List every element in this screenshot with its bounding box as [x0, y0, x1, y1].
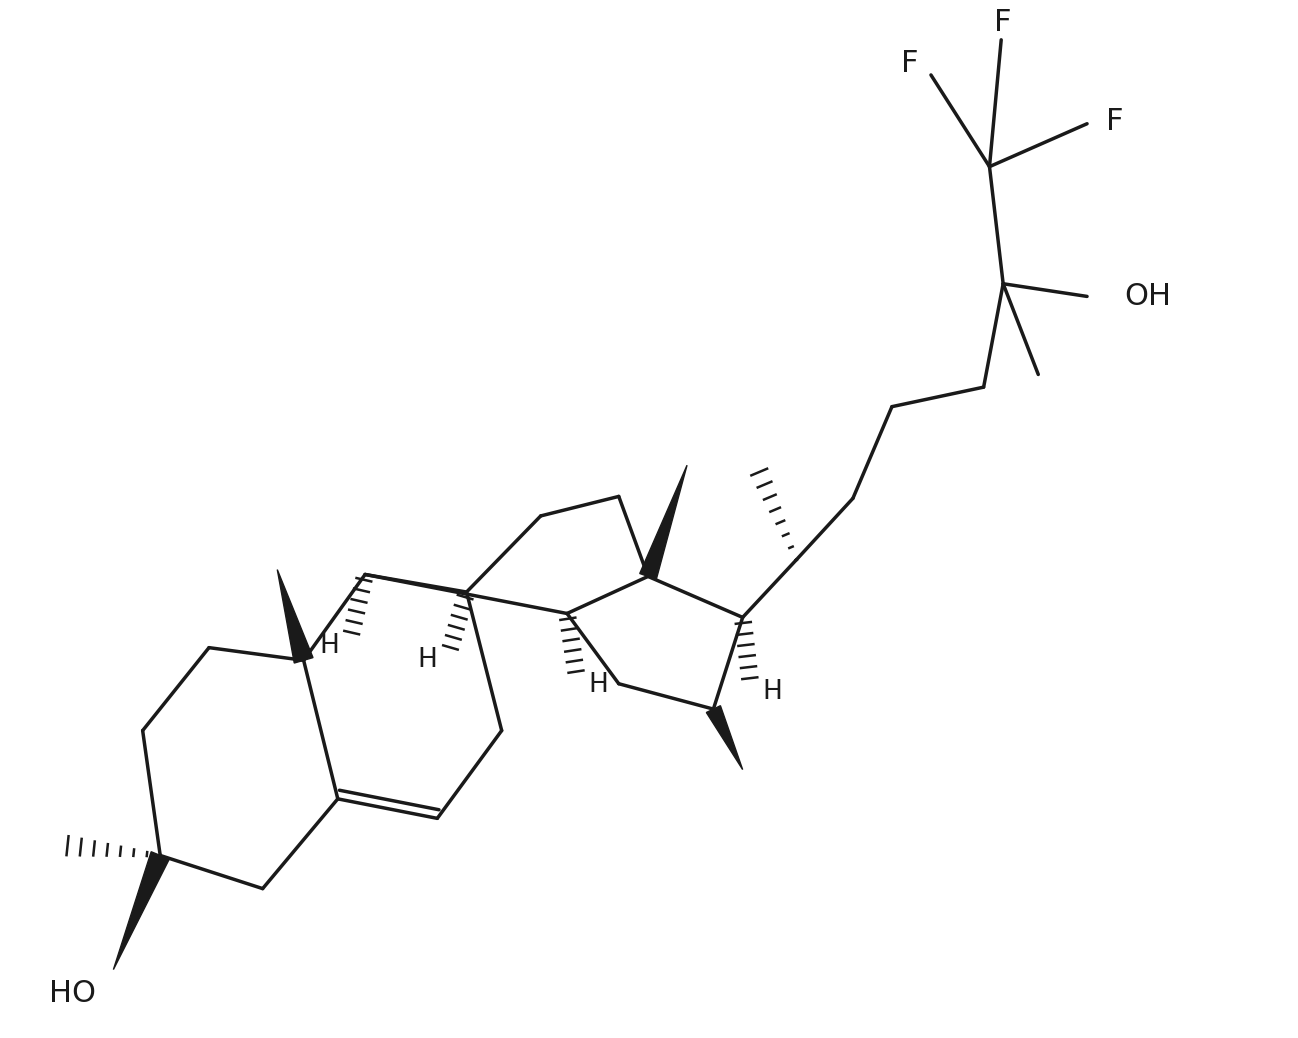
Text: OH: OH [1124, 282, 1171, 311]
Text: HO: HO [49, 980, 96, 1009]
Text: H: H [762, 679, 781, 705]
Text: H: H [418, 648, 437, 674]
Text: H: H [588, 672, 609, 698]
Text: F: F [1106, 107, 1123, 136]
Polygon shape [278, 570, 313, 663]
Text: F: F [994, 7, 1012, 36]
Polygon shape [640, 465, 687, 579]
Text: H: H [319, 633, 339, 659]
Polygon shape [113, 852, 169, 969]
Polygon shape [706, 706, 742, 769]
Text: F: F [901, 49, 918, 78]
